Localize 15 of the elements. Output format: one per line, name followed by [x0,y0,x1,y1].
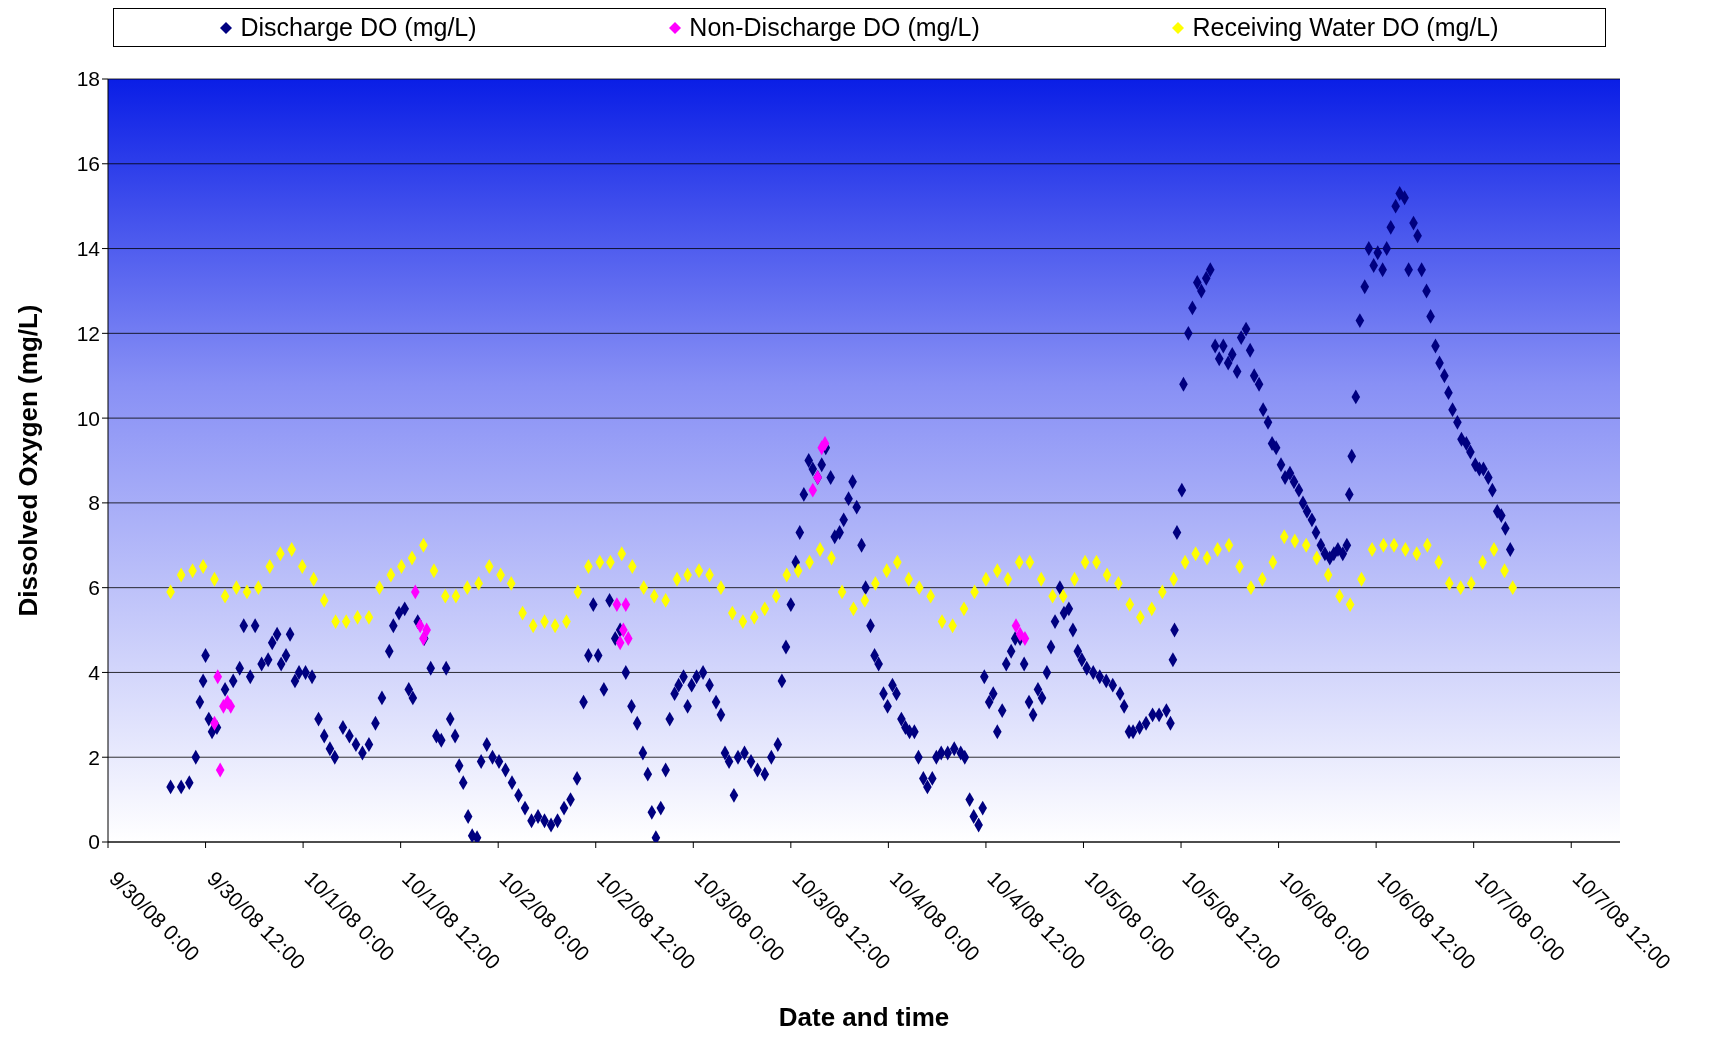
y-tick-label: 10 [76,406,100,430]
y-tick-label: 2 [88,745,100,769]
legend-label: Non-Discharge DO (mg/L) [689,13,980,42]
y-tick-label: 14 [76,237,101,261]
y-tick-label: 6 [88,576,100,600]
y-tick-label: 16 [76,152,100,176]
y-tick-label: 0 [88,830,100,854]
y-tick-label: 8 [88,491,100,515]
legend-label: Discharge DO (mg/L) [240,13,477,42]
y-axis-title: Dissolved Oxygen (mg/L) [12,304,44,617]
x-axis-title: Date and time [778,1002,950,1032]
y-tick-label: 18 [76,67,100,91]
y-tick-label: 4 [88,660,101,684]
y-tick-label: 12 [76,321,100,345]
legend-label: Receiving Water DO (mg/L) [1192,13,1499,42]
